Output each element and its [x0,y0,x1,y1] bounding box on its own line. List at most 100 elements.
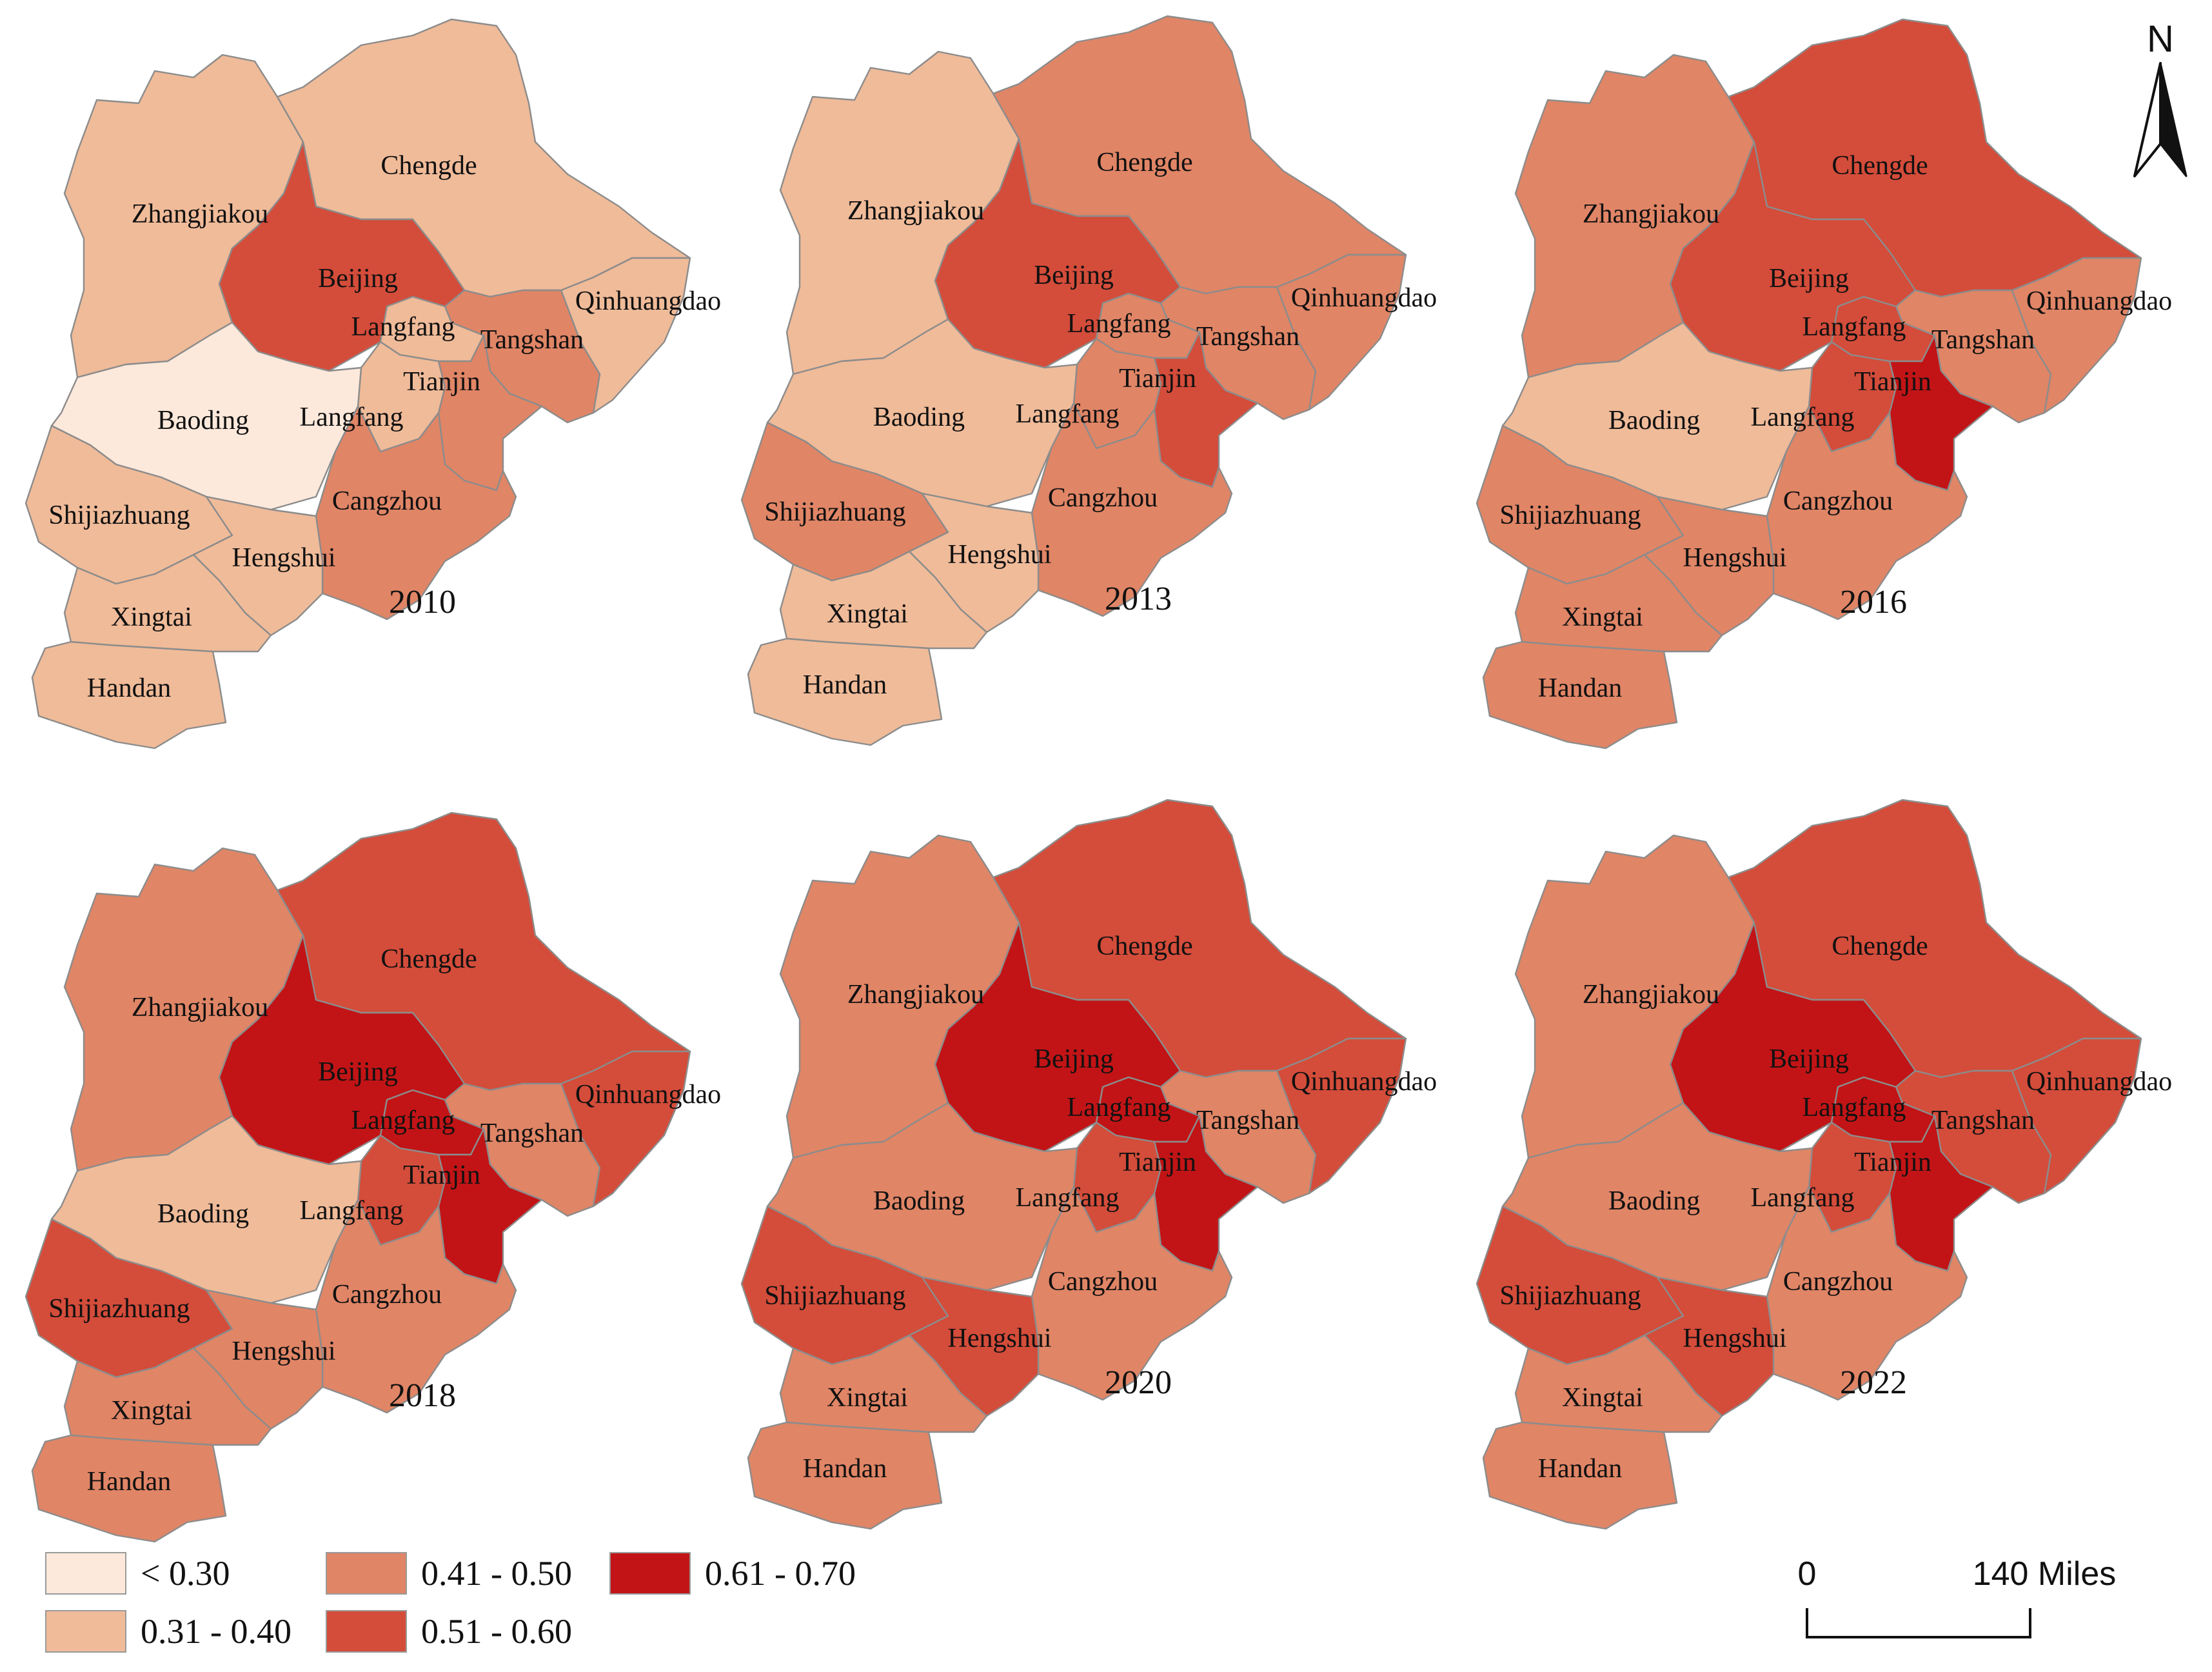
city-label-langfangn: Langfang [1067,1093,1171,1122]
region-handan [1482,641,1678,750]
city-label-qinhuangdao: Qinhuangdao [1291,1067,1437,1097]
city-label-qinhuangdao: Qinhuangdao [2026,1067,2172,1097]
city-label-beijing: Beijing [1034,261,1114,290]
region-hengshui [1643,495,1775,637]
city-label-shijiazhuang: Shijiazhuang [1499,1281,1641,1311]
city-label-chengde: Chengde [380,151,477,181]
city-label-hengshui: Hengshui [1683,543,1787,573]
city-label-shijiazhuang: Shijiazhuang [48,1294,190,1324]
city-label-langfangn: Langfang [1067,309,1171,339]
region-hengshui [908,1276,1040,1417]
city-label-handan: Handan [87,1467,172,1497]
city-label-tianjin: Tianjin [403,367,480,397]
region-hengshui [192,495,324,637]
city-label-baoding: Baoding [157,406,249,435]
city-label-qinhuangdao: Qinhuangdao [575,1080,721,1110]
region-hengshui [192,1289,324,1430]
city-label-cangzhou: Cangzhou [332,1280,442,1309]
city-label-shijiazhuang: Shijiazhuang [48,501,190,530]
map-panel-2022: Zhangjiakou Chengde Beijing Qinhuangdao Tang… [1476,799,2172,1530]
city-label-chengde: Chengde [380,944,477,974]
city-label-zhangjiakou: Zhangjiakou [847,980,984,1010]
region-handan [31,1434,227,1543]
city-label-xingtai: Xingtai [1562,602,1643,632]
city-label-langfangs: Langfang [1016,399,1120,429]
region-hengshui [908,492,1040,633]
region-cangzhou [315,1199,517,1414]
city-label-zhangjiakou: Zhangjiakou [1583,980,1719,1010]
city-label-handan: Handan [87,673,172,703]
city-label-zhangjiakou: Zhangjiakou [132,993,268,1022]
city-label-cangzhou: Cangzhou [1048,1267,1158,1297]
scale-end-label: 140 Miles [1973,1555,2117,1593]
city-label-shijiazhuang: Shijiazhuang [1499,501,1641,530]
region-cangzhou [1766,1186,1968,1401]
city-label-tangshan: Tangshan [1196,1106,1299,1135]
city-label-langfangn: Langfang [351,1106,455,1135]
city-label-langfangn: Langfang [351,312,455,342]
city-label-tangshan: Tangshan [1931,1106,2035,1135]
city-label-baoding: Baoding [1608,1186,1700,1216]
region-cangzhou [1031,1186,1233,1401]
city-label-hengshui: Hengshui [232,1337,336,1366]
city-label-beijing: Beijing [1769,264,1849,294]
city-label-beijing: Beijing [318,1057,398,1087]
city-label-xingtai: Xingtai [111,602,192,632]
region-handan [747,1421,943,1530]
city-label-chengde: Chengde [1096,148,1192,177]
region-handan [31,641,227,750]
city-label-langfangn: Langfang [1802,312,1906,342]
city-label-baoding: Baoding [873,403,965,432]
city-label-hengshui: Hengshui [948,540,1052,570]
city-label-xingtai: Xingtai [111,1396,192,1426]
city-label-qinhuangdao: Qinhuangdao [575,286,721,316]
scale-bar: 0 140 Miles [1798,1555,2117,1638]
city-label-langfangs: Langfang [300,403,404,432]
city-label-tangshan: Tangshan [480,325,584,355]
city-label-cangzhou: Cangzhou [1048,483,1158,513]
city-label-chengde: Chengde [1096,931,1192,961]
city-label-hengshui: Hengshui [948,1324,1052,1353]
year-label: 2013 [1105,581,1172,617]
city-label-shijiazhuang: Shijiazhuang [764,497,905,527]
year-label: 2010 [389,584,456,621]
city-label-tianjin: Tianjin [403,1160,480,1190]
city-label-tianjin: Tianjin [1119,1148,1196,1177]
city-label-baoding: Baoding [873,1186,965,1216]
city-label-handan: Handan [1538,1454,1623,1484]
city-label-qinhuangdao: Qinhuangdao [2026,286,2172,316]
city-label-tangshan: Tangshan [1931,325,2035,355]
city-label-tianjin: Tianjin [1854,367,1931,397]
city-label-baoding: Baoding [157,1199,249,1229]
region-hengshui [1643,1276,1775,1417]
year-label: 2016 [1840,584,1907,621]
city-label-tianjin: Tianjin [1119,364,1196,393]
north-arrow-icon: N [2133,18,2187,177]
year-label: 2022 [1840,1364,1907,1401]
city-label-beijing: Beijing [318,264,398,294]
city-label-baoding: Baoding [1608,406,1700,435]
city-label-xingtai: Xingtai [1562,1383,1643,1413]
city-label-beijing: Beijing [1769,1044,1849,1074]
city-label-handan: Handan [803,1454,887,1484]
map-panel-2018: Zhangjiakou Chengde Beijing Qinhuangdao Tang… [25,811,721,1543]
scale-start-label: 0 [1798,1555,1817,1593]
city-label-shijiazhuang: Shijiazhuang [764,1281,905,1311]
region-handan [747,637,943,746]
city-label-xingtai: Xingtai [827,1383,908,1413]
region-cangzhou [1766,405,1968,621]
city-label-zhangjiakou: Zhangjiakou [1583,199,1719,229]
city-label-langfangs: Langfang [300,1196,404,1226]
city-label-beijing: Beijing [1034,1044,1114,1074]
map-panel-2016: Zhangjiakou Chengde Beijing Qinhuangdao Tang… [1476,18,2172,750]
city-label-cangzhou: Cangzhou [1783,486,1893,516]
city-label-handan: Handan [803,670,887,700]
city-label-langfangn: Langfang [1802,1093,1906,1122]
year-label: 2020 [1105,1364,1172,1401]
city-label-hengshui: Hengshui [1683,1324,1787,1353]
city-label-qinhuangdao: Qinhuangdao [1291,283,1437,313]
city-label-tianjin: Tianjin [1854,1148,1931,1177]
map-panel-2010: Zhangjiakou Chengde Beijing Qinhuangdao Tang… [25,18,721,750]
city-label-handan: Handan [1538,673,1623,703]
